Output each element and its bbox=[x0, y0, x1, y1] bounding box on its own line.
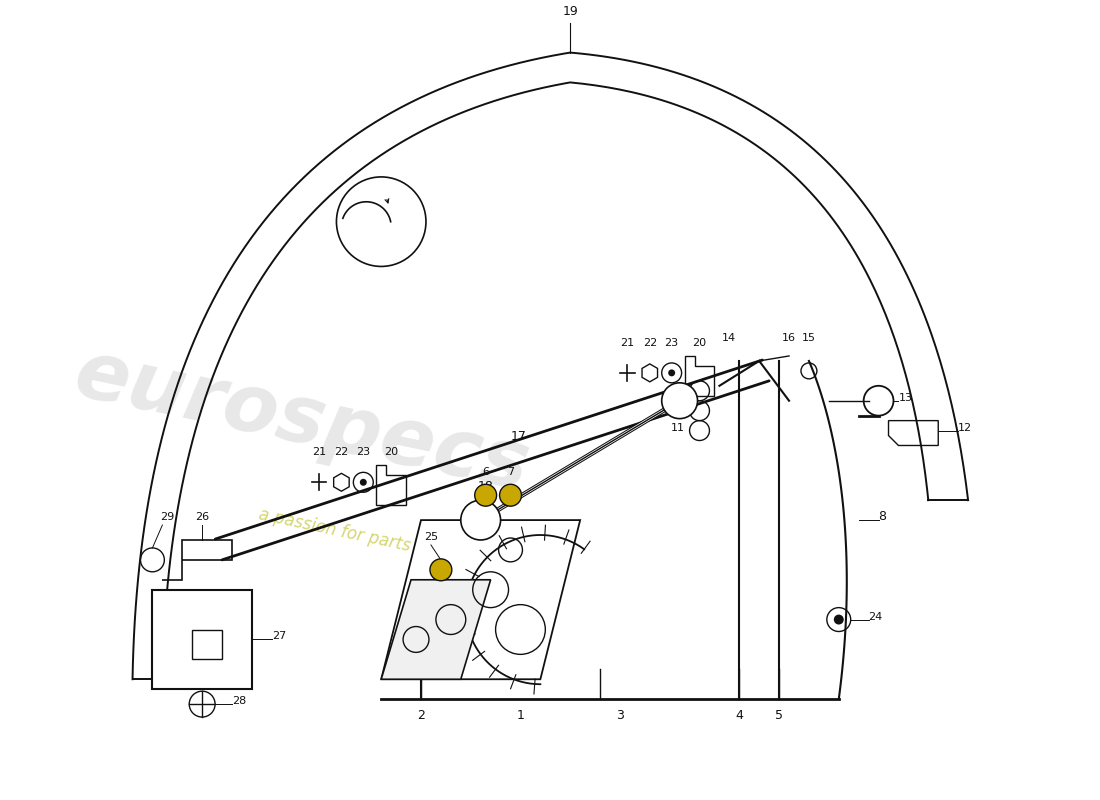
Text: 27: 27 bbox=[272, 631, 286, 642]
Text: 16: 16 bbox=[782, 333, 796, 343]
Text: eurospecs: eurospecs bbox=[67, 334, 536, 507]
Text: 22: 22 bbox=[334, 447, 349, 458]
Text: 11: 11 bbox=[671, 422, 684, 433]
Circle shape bbox=[834, 614, 844, 625]
Text: 6: 6 bbox=[482, 467, 490, 478]
Text: 21: 21 bbox=[620, 338, 635, 348]
Circle shape bbox=[499, 484, 521, 506]
Text: 7: 7 bbox=[507, 467, 514, 478]
Circle shape bbox=[475, 484, 496, 506]
Text: a passion for parts since 1985: a passion for parts since 1985 bbox=[256, 505, 506, 575]
Text: 24: 24 bbox=[869, 611, 883, 622]
Text: 23: 23 bbox=[664, 338, 679, 348]
Text: 26: 26 bbox=[195, 512, 209, 522]
Text: 23: 23 bbox=[356, 447, 371, 458]
Text: 28: 28 bbox=[232, 696, 246, 706]
Text: 21: 21 bbox=[312, 447, 326, 458]
Text: 9: 9 bbox=[678, 382, 684, 393]
Text: 4: 4 bbox=[736, 709, 744, 722]
Text: 5: 5 bbox=[776, 709, 783, 722]
Text: 20: 20 bbox=[384, 447, 398, 458]
Circle shape bbox=[662, 383, 697, 418]
Text: 1: 1 bbox=[517, 709, 525, 722]
Circle shape bbox=[668, 370, 675, 376]
Text: 2: 2 bbox=[417, 709, 425, 722]
Text: 22: 22 bbox=[642, 338, 657, 348]
Text: 12: 12 bbox=[958, 422, 972, 433]
Text: 20: 20 bbox=[693, 338, 706, 348]
Text: 18: 18 bbox=[477, 480, 494, 494]
Circle shape bbox=[461, 500, 500, 540]
Polygon shape bbox=[382, 520, 580, 679]
Text: 14: 14 bbox=[723, 333, 736, 343]
Bar bbox=[192, 630, 222, 659]
Text: 29: 29 bbox=[161, 512, 175, 522]
Text: 17: 17 bbox=[510, 430, 527, 442]
Text: 10: 10 bbox=[671, 402, 684, 413]
Circle shape bbox=[430, 559, 452, 581]
Text: 13: 13 bbox=[899, 393, 913, 402]
Text: 25: 25 bbox=[424, 532, 438, 542]
Text: 15: 15 bbox=[802, 333, 816, 343]
Bar bbox=[153, 590, 252, 689]
Text: 3: 3 bbox=[616, 709, 624, 722]
Polygon shape bbox=[382, 580, 491, 679]
Circle shape bbox=[360, 479, 366, 486]
Text: 19: 19 bbox=[562, 5, 579, 18]
Text: 8: 8 bbox=[879, 510, 887, 523]
